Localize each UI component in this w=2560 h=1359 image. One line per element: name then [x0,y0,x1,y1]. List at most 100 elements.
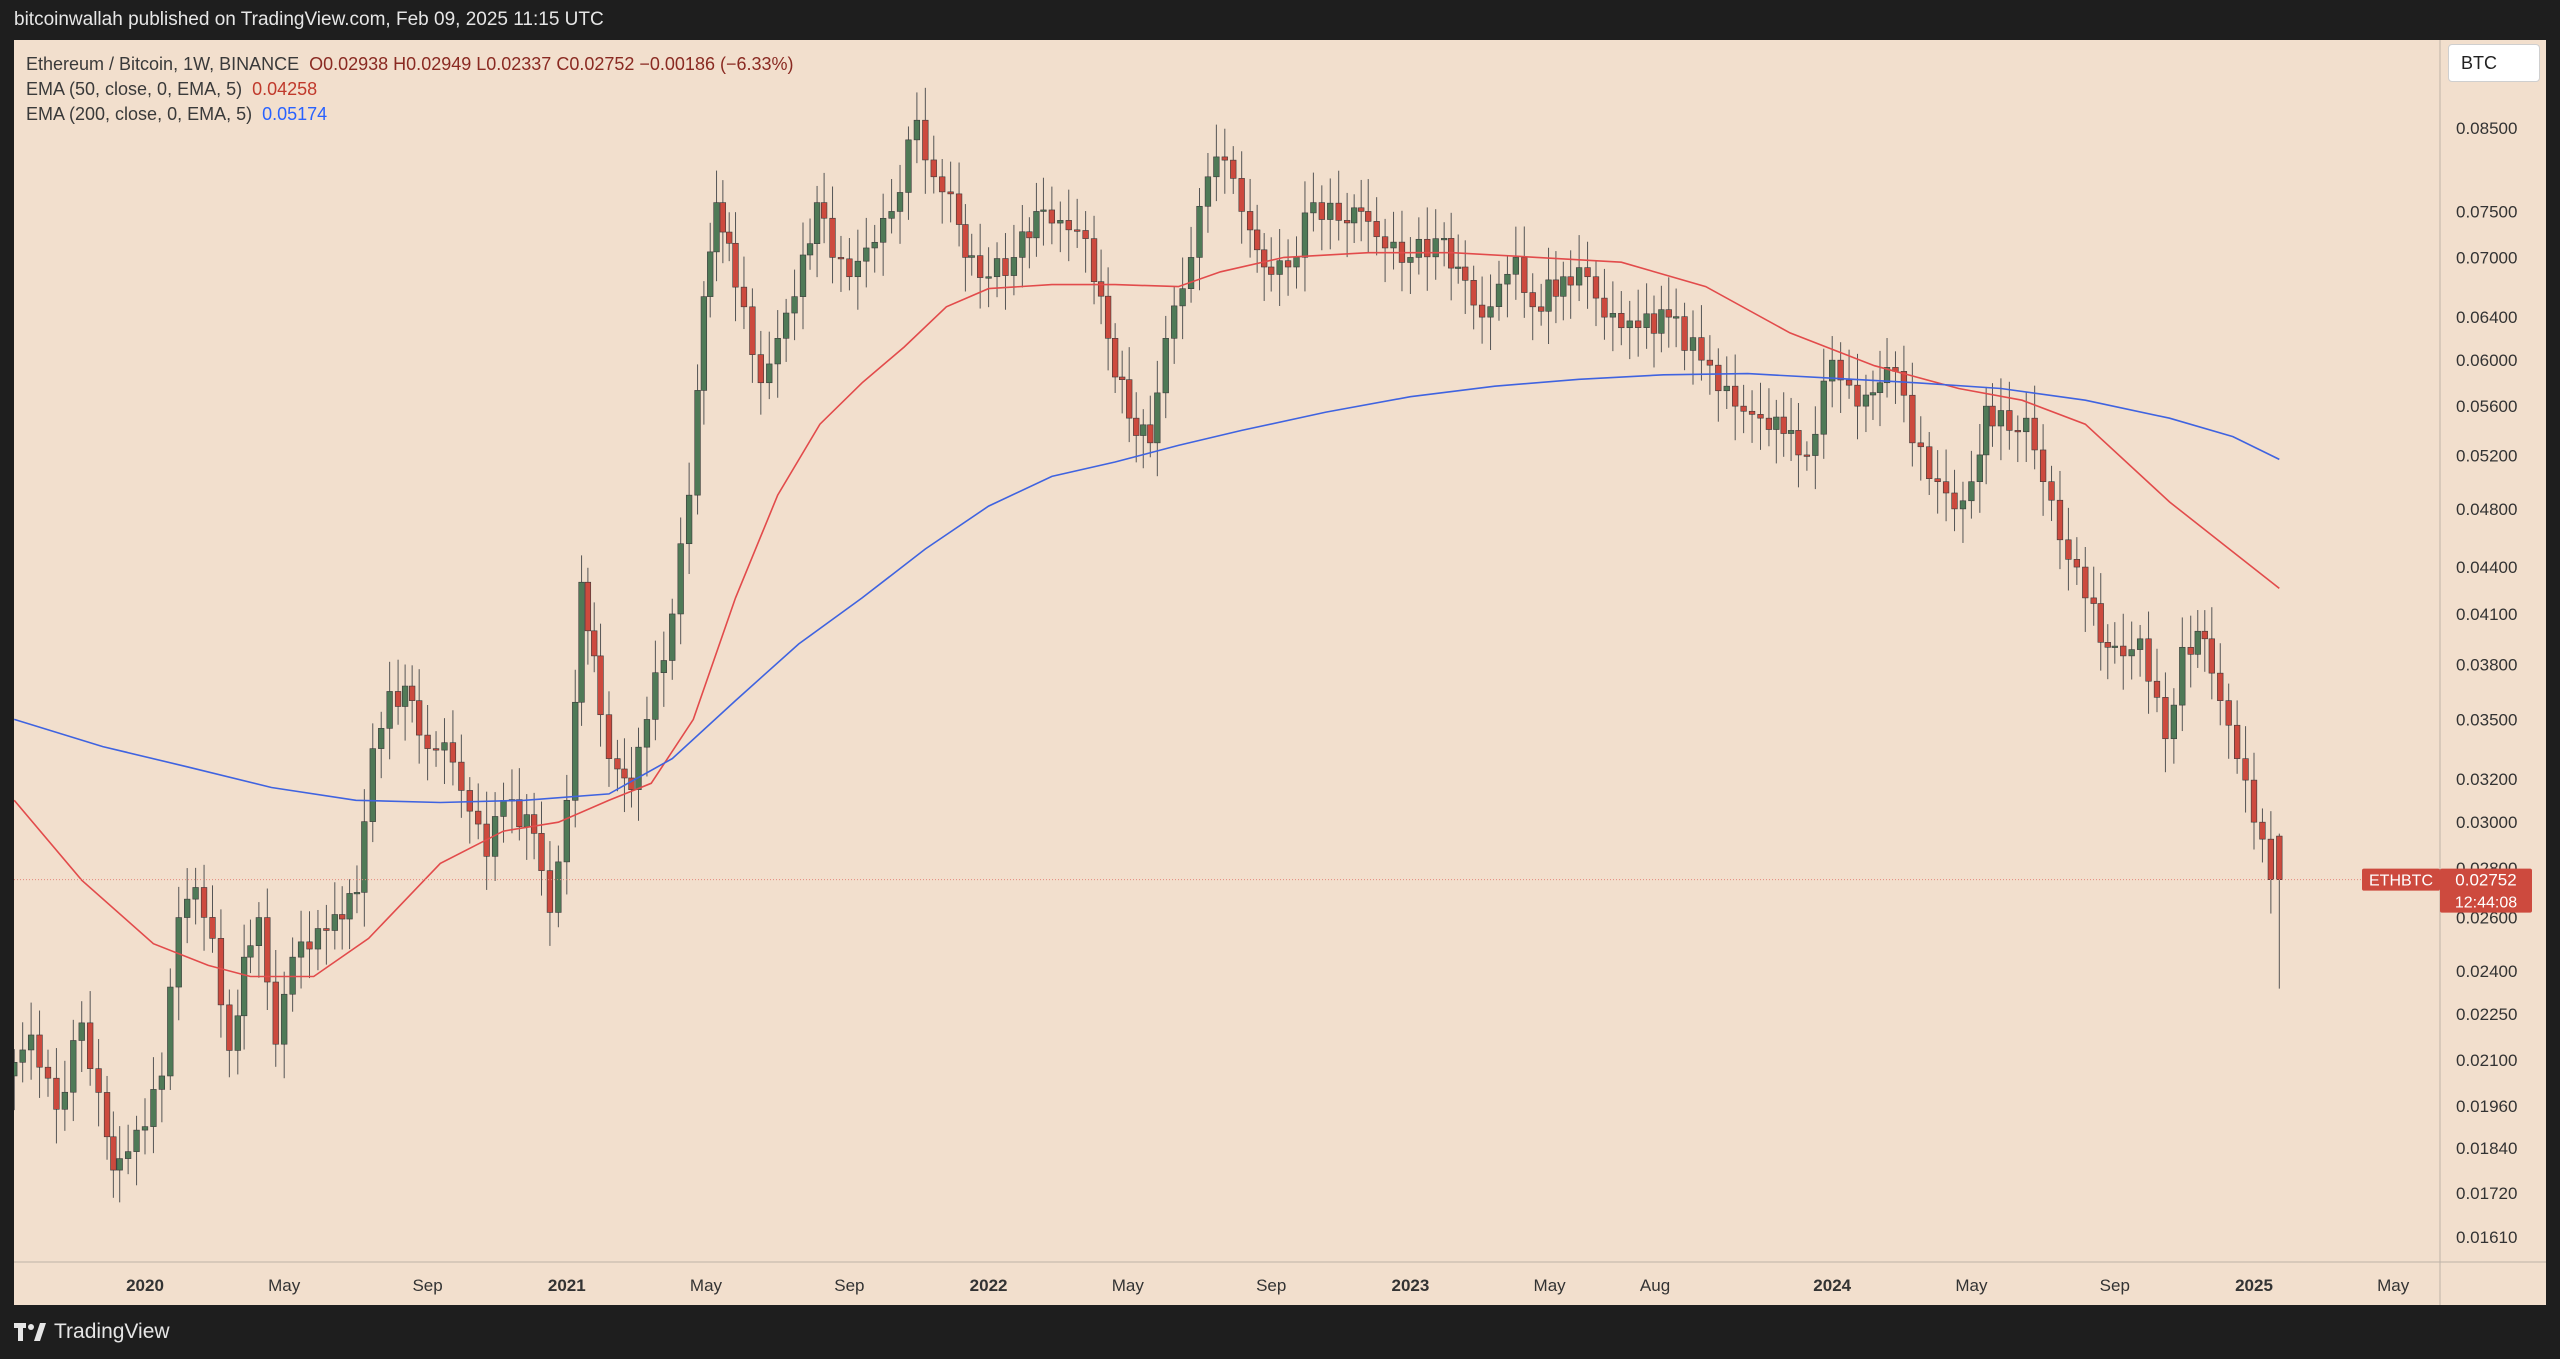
candle-body [1854,384,1861,407]
x-tick-label: 2023 [1391,1276,1429,1295]
candle-body [1462,266,1469,281]
x-tick-label: Sep [412,1276,442,1295]
candle-body [1019,231,1026,258]
candle-body [719,202,727,233]
candle-body [1365,211,1372,222]
candle-body [2090,597,2097,604]
candle-body [2120,645,2127,657]
candle-body [1626,320,1633,329]
candle-body [1327,202,1334,220]
candle-body [749,306,756,355]
candle-body [424,734,431,749]
candle-body [1276,260,1283,275]
candle-body [432,748,440,751]
candle-body [234,1015,241,1051]
candle-body [339,914,346,920]
candle-body [1196,205,1203,258]
candle-body [1959,500,1967,510]
candle-body [1057,220,1064,224]
candle-body [1065,220,1072,231]
candle-body [475,810,482,825]
footer-bar: TradingView [0,1305,2560,1359]
candle-body [614,758,621,770]
candle-body [605,714,613,759]
ema200-line [14,372,2280,804]
candle-body [331,914,338,931]
y-tick-label: 0.01960 [2456,1097,2517,1116]
candle-body [1545,279,1552,312]
candle-body [829,217,836,258]
candle-body [813,202,821,244]
candle-body [78,1022,85,1041]
candle-body [1643,313,1650,328]
candle-body [2259,821,2266,840]
legend-ema50-label: EMA (50, close, 0, EMA, 5) [26,79,243,99]
y-tick-label: 0.08500 [2456,119,2517,138]
y-tick-label: 0.02100 [2456,1051,2517,1070]
candle-body [896,192,904,212]
candle-body [209,917,216,939]
candle-body [1942,481,1950,494]
candle-body [1010,257,1018,276]
candle-body [1119,376,1126,380]
candle-body [353,892,361,895]
candle-body [103,1092,111,1138]
candle-body [791,296,798,314]
y-tick-label: 0.04100 [2456,605,2517,624]
candle-body [378,728,385,749]
candle-body [2031,417,2038,451]
currency-label: BTC [2461,52,2497,73]
candle-body [1424,238,1431,258]
candle-body [1268,266,1275,275]
candle-body [1820,380,1827,435]
candle-body [297,941,305,958]
candle-body [1658,309,1665,334]
candle-body [888,211,895,219]
candle-body [361,821,368,893]
legend-row-symbol: Ethereum / Bitcoin, 1W, BINANCE O0.02938… [26,52,794,77]
candle-body [652,672,659,720]
candle-body [1040,209,1047,212]
candle-body [1351,207,1358,224]
candle-body [1187,257,1195,289]
candle-body [1082,230,1089,239]
candle-body [1869,392,1877,396]
currency-selector[interactable]: BTC [2448,44,2540,82]
candle-body [2136,638,2144,650]
x-tick-label: 2021 [548,1276,586,1295]
candle-body [2187,646,2194,655]
candle-body [1179,288,1186,307]
candle-body [369,748,376,822]
candle-body [1989,405,1996,427]
candle-body [2145,638,2152,682]
candle-body [1732,385,1739,407]
candle-body [386,691,393,729]
candle-body [1698,337,1705,361]
candle-body [694,390,701,496]
publisher-bar: bitcoinwallah published on TradingView.c… [0,0,2560,40]
candle-body [530,814,538,834]
candle-body [1026,231,1033,239]
candle-body [2162,697,2169,740]
candle-body [1723,385,1730,392]
y-tick-label: 0.03500 [2456,710,2517,729]
candle-body [1415,238,1422,258]
candle-body [1773,416,1780,430]
candle-body [110,1136,117,1171]
x-tick-label: May [1534,1276,1567,1295]
candle-body [1609,313,1617,318]
candle-body [1390,241,1397,249]
candle-body [1284,260,1292,268]
candle-body [1968,481,1975,502]
tradingview-logo[interactable]: TradingView [14,1320,170,1344]
candle-body [913,119,921,141]
candle-body [1665,309,1672,318]
candle-body [660,660,667,674]
candle-body [2153,680,2161,698]
candle-body [264,917,271,983]
candle-body [466,790,473,812]
candle-body [1983,405,1990,456]
x-tick-label: May [1955,1276,1988,1295]
candle-body [1900,371,1908,396]
